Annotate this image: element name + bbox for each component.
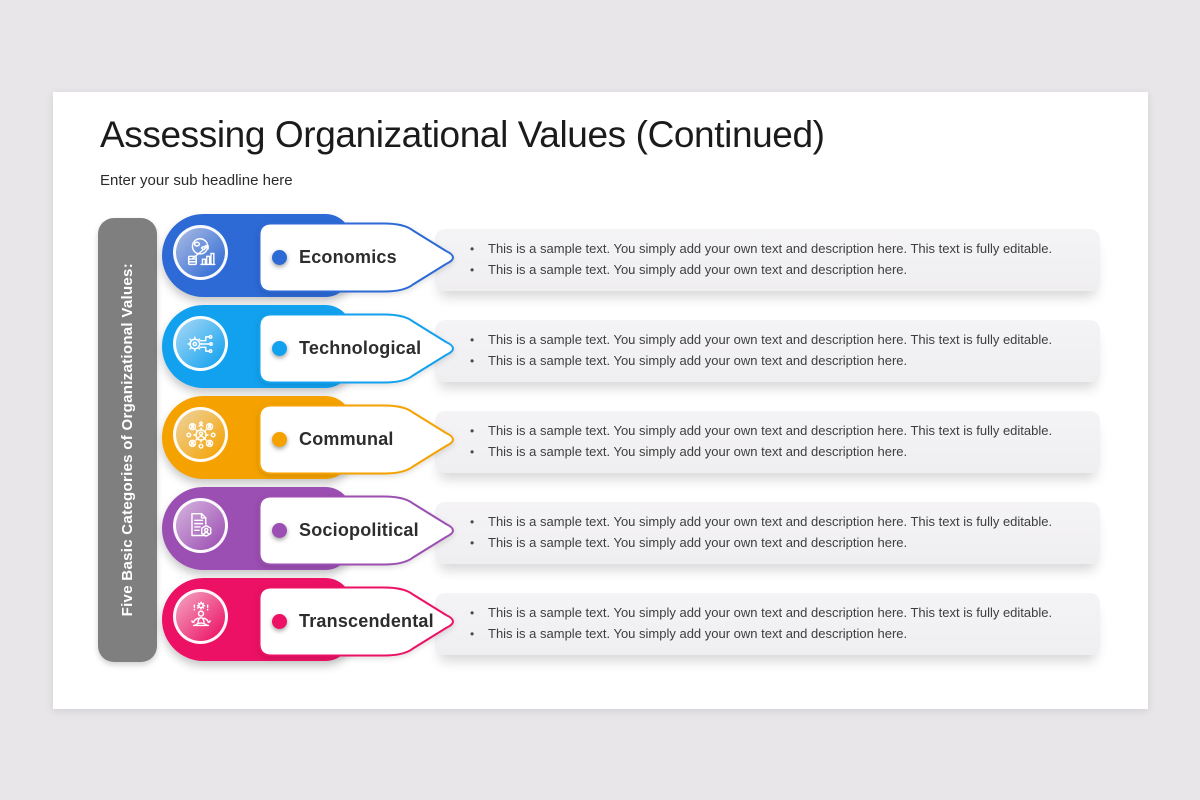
sociopolitical-icon bbox=[190, 512, 211, 537]
row-label: Communal bbox=[299, 429, 394, 449]
bullet-item: This is a sample text. You simply add yo… bbox=[435, 421, 1088, 442]
bullet-list: This is a sample text. You simply add yo… bbox=[435, 593, 1100, 644]
sidebar-banner: Five Basic Categories of Organizational … bbox=[98, 218, 157, 662]
sidebar-label: Five Basic Categories of Organizational … bbox=[119, 263, 136, 617]
communal-icon bbox=[173, 407, 228, 462]
arrow-tag-shape bbox=[258, 404, 454, 475]
row-label: Transcendental bbox=[299, 611, 434, 631]
row-label: Economics bbox=[299, 247, 397, 267]
bullet-item: This is a sample text. You simply add yo… bbox=[435, 512, 1088, 533]
row-label-bullet-dot bbox=[272, 523, 287, 538]
value-row: This is a sample text. You simply add yo… bbox=[162, 578, 1102, 669]
value-row: This is a sample text. You simply add yo… bbox=[162, 487, 1102, 578]
transcendental-icon bbox=[190, 600, 211, 626]
arrow-tag-shape bbox=[258, 586, 454, 657]
technological-icon bbox=[173, 316, 228, 371]
bullet-item: This is a sample text. You simply add yo… bbox=[435, 533, 1088, 554]
arrow-tag-shape bbox=[258, 222, 454, 293]
bullet-list: This is a sample text. You simply add yo… bbox=[435, 411, 1100, 462]
row-label-bullet-dot bbox=[272, 432, 287, 447]
row-label-tag: Transcendental bbox=[258, 586, 456, 657]
bullet-list: This is a sample text. You simply add yo… bbox=[435, 320, 1100, 371]
row-label-tag: Communal bbox=[258, 404, 456, 475]
bullet-item: This is a sample text. You simply add yo… bbox=[435, 624, 1088, 645]
row-description-box: This is a sample text. You simply add yo… bbox=[435, 411, 1100, 473]
value-row: This is a sample text. You simply add yo… bbox=[162, 214, 1102, 305]
bullet-list: This is a sample text. You simply add yo… bbox=[435, 229, 1100, 280]
communal-icon bbox=[185, 420, 216, 449]
row-description-box: This is a sample text. You simply add yo… bbox=[435, 502, 1100, 564]
transcendental-icon bbox=[173, 589, 228, 644]
bullet-item: This is a sample text. You simply add yo… bbox=[435, 239, 1088, 260]
row-description-box: This is a sample text. You simply add yo… bbox=[435, 593, 1100, 655]
arrow-tag-shape bbox=[258, 313, 454, 384]
bullet-item: This is a sample text. You simply add yo… bbox=[435, 603, 1088, 624]
row-label-tag: Technological bbox=[258, 313, 456, 384]
bullet-item: This is a sample text. You simply add yo… bbox=[435, 330, 1088, 351]
bullet-item: This is a sample text. You simply add yo… bbox=[435, 351, 1088, 372]
value-row: This is a sample text. You simply add yo… bbox=[162, 396, 1102, 487]
bullet-list: This is a sample text. You simply add yo… bbox=[435, 502, 1100, 553]
row-description-box: This is a sample text. You simply add yo… bbox=[435, 320, 1100, 382]
row-label-tag: Economics bbox=[258, 222, 456, 293]
row-description-box: This is a sample text. You simply add yo… bbox=[435, 229, 1100, 291]
slide-title: Assessing Organizational Values (Continu… bbox=[100, 114, 825, 155]
slide-subtitle: Enter your sub headline here bbox=[100, 172, 293, 189]
economics-icon bbox=[173, 225, 228, 280]
technological-icon bbox=[186, 334, 213, 353]
value-row: This is a sample text. You simply add yo… bbox=[162, 305, 1102, 396]
economics-icon bbox=[187, 237, 215, 265]
bullet-item: This is a sample text. You simply add yo… bbox=[435, 260, 1088, 281]
row-label-bullet-dot bbox=[272, 250, 287, 265]
sociopolitical-icon bbox=[173, 498, 228, 553]
row-label-bullet-dot bbox=[272, 614, 287, 629]
arrow-tag-shape bbox=[258, 495, 454, 566]
row-label-tag: Sociopolitical bbox=[258, 495, 456, 566]
row-label: Sociopolitical bbox=[299, 520, 419, 540]
row-label: Technological bbox=[299, 338, 422, 358]
bullet-item: This is a sample text. You simply add yo… bbox=[435, 442, 1088, 463]
row-label-bullet-dot bbox=[272, 341, 287, 356]
slide-canvas: Assessing Organizational Values (Continu… bbox=[53, 92, 1148, 709]
